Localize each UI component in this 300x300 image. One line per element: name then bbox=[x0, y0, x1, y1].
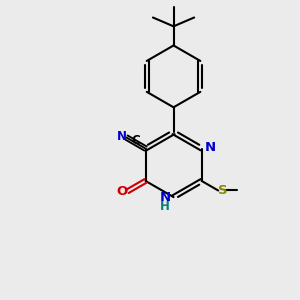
Text: H: H bbox=[160, 200, 170, 213]
Text: N: N bbox=[160, 190, 171, 204]
Text: C: C bbox=[132, 134, 140, 147]
Text: N: N bbox=[204, 141, 215, 154]
Text: S: S bbox=[218, 184, 227, 197]
Text: N: N bbox=[117, 130, 127, 143]
Text: O: O bbox=[117, 185, 128, 198]
